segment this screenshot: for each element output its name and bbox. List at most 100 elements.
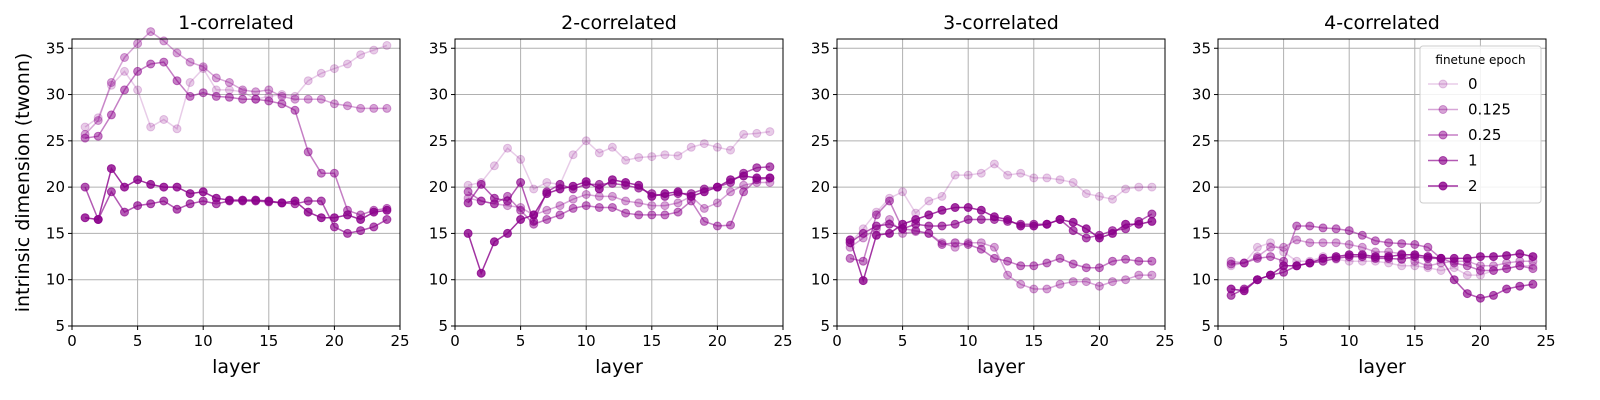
data-point [1370, 236, 1380, 246]
data-point [568, 181, 578, 191]
data-point [634, 153, 644, 162]
data-point [503, 196, 512, 206]
x-tick-label: 25 [773, 332, 792, 350]
data-point [1423, 263, 1433, 273]
axes-frame [454, 38, 784, 327]
data-point [765, 162, 775, 172]
y-tick-label: 20 [429, 178, 448, 196]
data-point [1344, 250, 1354, 260]
data-point [198, 187, 208, 197]
data-point [185, 78, 195, 87]
data-point [106, 164, 116, 174]
data-point [159, 115, 169, 124]
data-point [1081, 224, 1091, 234]
data-point [858, 256, 868, 266]
data-point [1370, 252, 1380, 262]
data-point [356, 226, 366, 236]
data-point [845, 253, 855, 263]
data-point [463, 187, 473, 197]
data-point [172, 204, 182, 214]
data-point [712, 221, 722, 231]
y-tick-label: 15 [429, 224, 448, 242]
data-point [1147, 216, 1157, 226]
data-point [516, 215, 526, 224]
data-point [1016, 261, 1026, 271]
data-point [1266, 242, 1275, 252]
data-point [1147, 182, 1157, 192]
series-line-1 [467, 166, 770, 224]
data-point [382, 103, 392, 113]
data-point [277, 99, 287, 109]
data-point [950, 170, 960, 180]
data-point [699, 187, 709, 197]
data-point [937, 240, 947, 249]
data-point [489, 237, 499, 247]
data-point [369, 222, 379, 232]
data-point [937, 205, 947, 215]
data-point [1318, 238, 1328, 248]
data-point [1094, 263, 1104, 273]
data-point [963, 215, 973, 224]
y-tick-label: 30 [1192, 86, 1211, 104]
data-point [476, 268, 486, 278]
data-point [1094, 233, 1104, 243]
y-tick-label: 35 [429, 39, 448, 57]
data-point [463, 228, 473, 238]
data-point [329, 64, 339, 74]
axes-frame [1217, 38, 1547, 327]
data-point [1266, 252, 1275, 262]
data-point [516, 178, 526, 187]
data-point [660, 201, 670, 211]
data-point [542, 205, 552, 215]
y-tick-label: 5 [55, 317, 65, 335]
data-point [120, 66, 129, 76]
data-point [660, 189, 670, 199]
data-point [1344, 226, 1354, 236]
y-tick-label: 25 [811, 132, 830, 150]
data-point [238, 195, 248, 205]
data-point [106, 187, 116, 197]
data-point [303, 147, 313, 157]
data-point [1252, 242, 1262, 252]
data-point [963, 203, 973, 212]
data-point [963, 240, 973, 249]
data-point [1108, 228, 1117, 238]
data-point [673, 207, 683, 217]
x-tick-label: 5 [133, 332, 143, 350]
data-point [1108, 256, 1117, 266]
data-point [647, 201, 657, 211]
data-point [277, 91, 287, 101]
data-point [264, 196, 274, 206]
data-point [290, 105, 300, 115]
data-point [647, 191, 657, 201]
data-point [765, 127, 775, 137]
data-point [647, 210, 657, 220]
data-point [185, 57, 195, 67]
y-tick-label: 5 [1201, 317, 1211, 335]
y-tick-label: 20 [811, 178, 830, 196]
data-point [1462, 289, 1472, 299]
series-line-0.25 [84, 61, 388, 216]
data-point [1410, 240, 1420, 249]
data-point [1305, 258, 1315, 268]
data-point [752, 173, 762, 183]
data-point [529, 184, 539, 194]
data-point [1449, 253, 1459, 263]
data-point [80, 122, 90, 132]
data-point [885, 196, 894, 206]
data-point [329, 213, 339, 223]
data-point [251, 195, 261, 205]
data-point [594, 203, 604, 212]
y-tick-label: 5 [438, 317, 448, 335]
data-point [133, 85, 143, 95]
data-point [752, 128, 762, 138]
data-point [106, 110, 116, 120]
data-point [739, 187, 749, 197]
y-tick-label: 15 [1192, 224, 1211, 242]
series-line-2 [849, 206, 1153, 284]
data-point [251, 87, 261, 97]
data-point [976, 205, 986, 215]
data-point [989, 159, 999, 169]
data-point [1410, 261, 1420, 271]
